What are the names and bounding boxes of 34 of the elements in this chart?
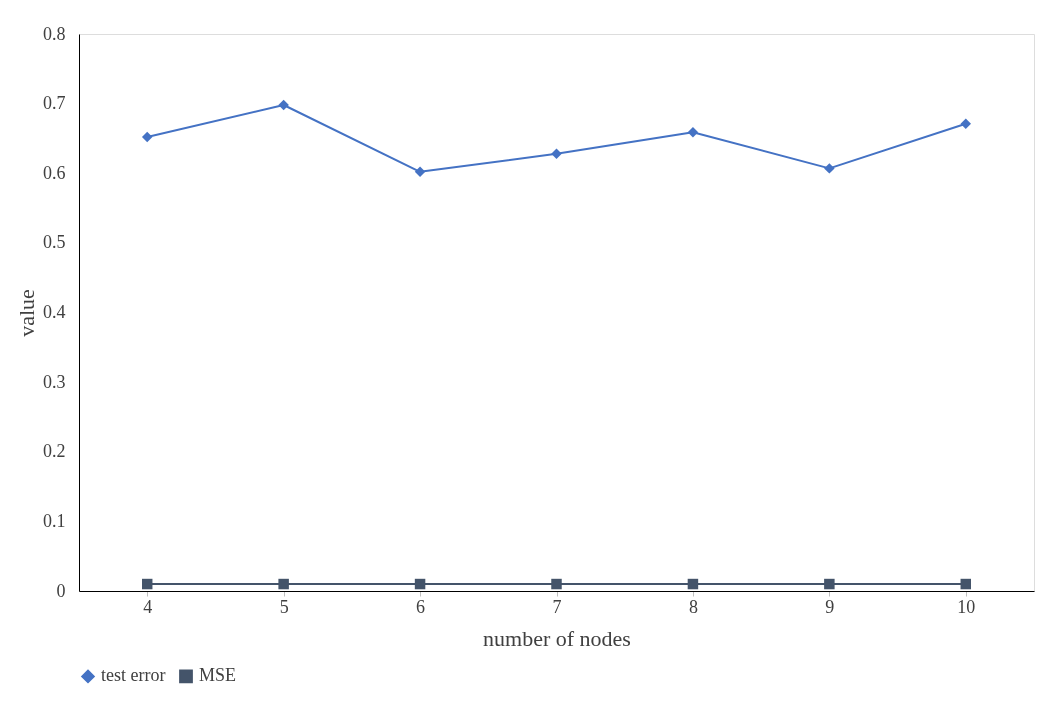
x-tick-label: 8 [688, 596, 698, 617]
y-axis-title: value [14, 289, 39, 337]
point [824, 163, 835, 174]
y-tick-label: 0 [56, 580, 66, 601]
x-axis-title: number of nodes [483, 625, 631, 651]
point [551, 148, 562, 159]
point [278, 99, 289, 111]
x-tick-label: 10 [957, 596, 976, 617]
x-tick-label: 4 [143, 596, 153, 617]
y-tick-label: 0.3 [43, 371, 66, 392]
y-tick-label: 0.1 [43, 510, 66, 531]
x-tick-label: 9 [825, 596, 835, 617]
x-tick-label: 7 [552, 596, 562, 617]
point [687, 578, 699, 590]
x-tick-label: 5 [279, 596, 289, 617]
point [551, 578, 562, 590]
point [960, 118, 972, 130]
x-tick-label: 6 [416, 596, 426, 617]
legend-label: MSE [199, 665, 237, 686]
y-tick-label: 0.6 [43, 162, 66, 183]
y-tick-label: 0.4 [43, 302, 66, 322]
point [687, 126, 699, 138]
y-tick-label: 0.2 [43, 441, 66, 462]
point [414, 166, 426, 178]
y-tick-label: 0.5 [43, 232, 66, 253]
point [414, 578, 426, 590]
point [824, 578, 835, 590]
y-tick-label: 0.7 [43, 93, 66, 114]
point [278, 578, 289, 590]
point [960, 578, 972, 590]
y-tick-label: 0.8 [43, 23, 66, 44]
legend-label: test error [101, 665, 166, 686]
point [141, 578, 153, 590]
point [141, 131, 153, 143]
